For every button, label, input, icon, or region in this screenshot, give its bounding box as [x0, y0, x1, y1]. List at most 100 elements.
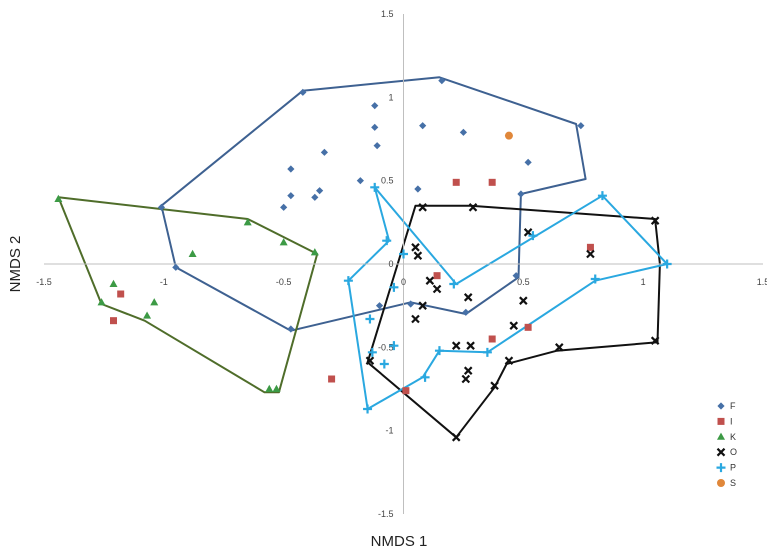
point-p: [590, 274, 600, 284]
point-p: [528, 231, 538, 241]
point-i: [488, 178, 496, 186]
point-f: [577, 122, 585, 130]
legend-label-p: P: [730, 463, 736, 473]
data-points: [54, 77, 672, 442]
point-k: [150, 298, 159, 306]
point-o: [586, 249, 595, 259]
point-i: [452, 178, 460, 186]
x-tick-labels: -1.5 -1 -0.5 0 0.5 1 1.5: [36, 277, 767, 287]
series-f: [157, 77, 585, 333]
legend-item-p: P: [716, 463, 736, 473]
x-tick-label: -1.5: [36, 277, 52, 287]
y-tick-label: -0.5: [378, 342, 394, 352]
point-f: [371, 102, 379, 110]
point-p: [365, 314, 375, 324]
point-k: [97, 298, 106, 306]
legend-item-i: I: [717, 416, 733, 426]
point-f: [320, 148, 329, 156]
point-p: [343, 276, 353, 286]
point-f: [287, 325, 295, 333]
point-o: [411, 314, 420, 324]
point-o: [463, 366, 473, 375]
point-p: [389, 341, 399, 351]
point-k: [54, 194, 63, 202]
x-tick-label: 0: [401, 277, 406, 287]
point-o: [418, 301, 427, 310]
point-p: [363, 404, 373, 414]
hull-f: [160, 76, 587, 332]
point-f: [414, 185, 422, 193]
point-o: [519, 296, 528, 305]
point-f: [287, 192, 295, 200]
series-o: [365, 203, 660, 442]
point-f: [371, 123, 379, 131]
point-k: [272, 384, 281, 392]
y-tick-label: 0.5: [381, 176, 394, 186]
point-f: [280, 203, 288, 211]
hull-polygons: [57, 76, 669, 439]
legend-marker-p: [716, 463, 726, 473]
point-p: [597, 191, 607, 201]
point-f: [299, 88, 307, 96]
point-o: [461, 374, 471, 384]
point-f: [438, 77, 446, 85]
legend-marker-i: [717, 417, 725, 425]
legend-label-s: S: [730, 478, 736, 488]
legend-item-o: O: [716, 447, 737, 457]
point-o: [451, 341, 461, 350]
series-k: [54, 194, 319, 392]
point-f: [512, 272, 520, 280]
point-o: [432, 284, 442, 294]
legend-label-k: K: [730, 432, 736, 442]
point-f: [407, 300, 415, 308]
series-p: [343, 182, 672, 414]
point-f: [356, 177, 364, 185]
point-i: [328, 375, 336, 383]
point-s: [504, 131, 513, 140]
point-f: [459, 128, 468, 136]
point-p: [382, 236, 392, 246]
legend-label-o: O: [730, 447, 737, 457]
point-o: [509, 321, 519, 330]
y-tick-labels: -1.5 -1 -0.5 0 0.5 1 1.5: [378, 9, 394, 519]
point-k: [310, 248, 319, 256]
y-axis-title: NMDS 2: [7, 236, 24, 293]
point-k: [265, 384, 274, 392]
y-tick-label: -1: [385, 426, 393, 436]
point-f: [373, 142, 381, 150]
point-p: [434, 346, 444, 356]
point-o: [650, 336, 660, 345]
point-p: [379, 359, 389, 369]
point-f: [375, 302, 384, 310]
point-o: [490, 381, 499, 390]
point-k: [243, 218, 252, 226]
legend-item-s: S: [717, 478, 736, 488]
point-o: [365, 356, 375, 365]
hull-p: [347, 186, 669, 410]
point-f: [157, 203, 166, 211]
point-k: [188, 249, 197, 257]
legend-marker-k: [717, 432, 725, 440]
axes: [44, 14, 763, 514]
point-f: [316, 187, 324, 195]
legend-item-k: K: [717, 432, 736, 442]
legend-label-f: F: [730, 401, 736, 411]
series-i: [110, 178, 594, 395]
point-p: [399, 249, 408, 259]
x-tick-label: 1.5: [757, 277, 767, 287]
point-o: [468, 203, 478, 212]
point-i: [117, 290, 125, 298]
point-o: [650, 216, 660, 225]
x-tick-label: 1: [641, 277, 646, 287]
point-i: [433, 272, 441, 280]
point-p: [367, 347, 377, 357]
point-f: [172, 263, 180, 271]
x-axis-title: NMDS 1: [371, 533, 428, 550]
point-o: [425, 276, 435, 285]
point-o: [451, 433, 461, 442]
point-p: [449, 279, 459, 289]
point-k: [109, 279, 118, 287]
legend-marker-s: [717, 479, 725, 487]
